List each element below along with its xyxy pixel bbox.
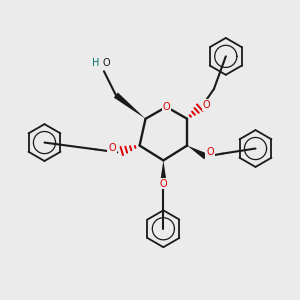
Polygon shape (114, 92, 146, 119)
Text: O: O (206, 147, 214, 158)
Polygon shape (187, 146, 208, 159)
Polygon shape (160, 160, 167, 182)
Text: O: O (108, 143, 116, 153)
Text: O: O (163, 102, 170, 112)
Text: O: O (103, 58, 110, 68)
Text: O: O (160, 178, 167, 189)
Text: O: O (203, 100, 210, 110)
Text: H: H (92, 58, 99, 68)
